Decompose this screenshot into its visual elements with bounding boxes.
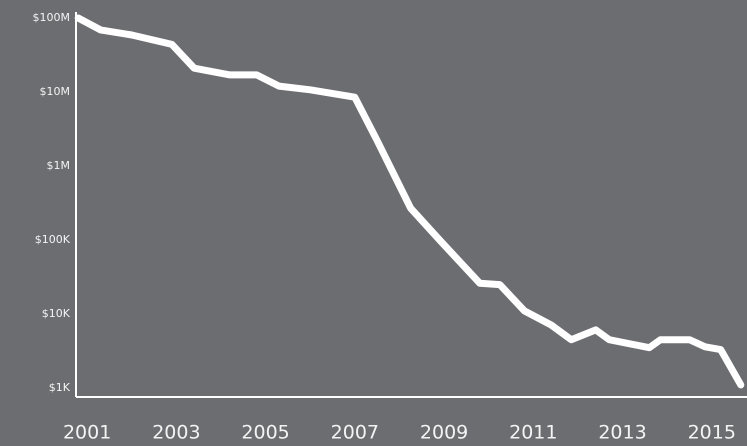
y-tick-label: $100M [33, 11, 71, 24]
y-tick-label: $10M [40, 85, 71, 98]
x-tick-label: 2001 [63, 422, 111, 444]
x-tick-label: 2011 [509, 422, 557, 444]
cost-line [74, 14, 745, 389]
y-tick-label: $10K [42, 307, 71, 320]
x-tick-label: 2015 [688, 422, 736, 444]
x-tick-label: 2005 [241, 422, 289, 444]
y-tick-label: $1M [47, 159, 71, 172]
x-tick-label: 2013 [598, 422, 646, 444]
y-tick-label: $100K [35, 233, 71, 246]
x-tick-label: 2003 [152, 422, 200, 444]
y-tick-label: $1K [49, 381, 71, 394]
x-tick-label: 2007 [331, 422, 379, 444]
x-tick-label: 2009 [420, 422, 468, 444]
